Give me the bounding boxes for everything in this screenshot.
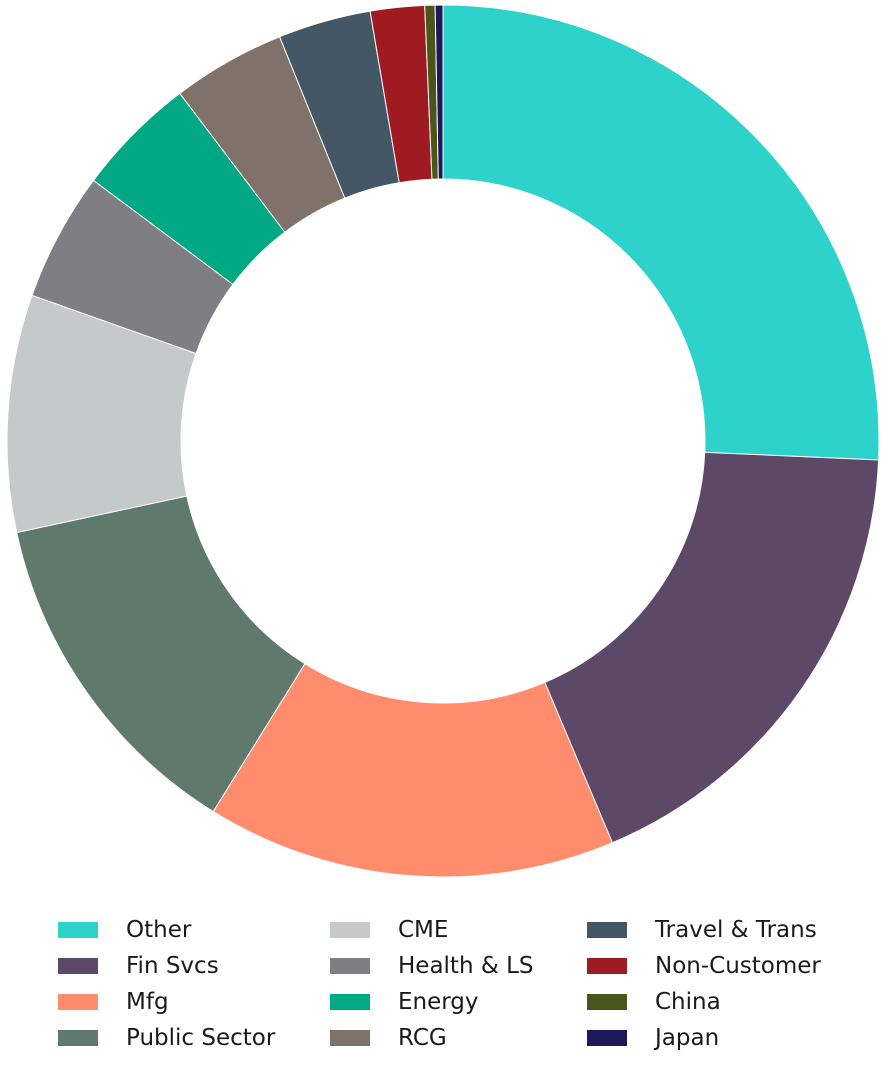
legend-item-other: Other <box>58 912 330 948</box>
legend-swatch <box>330 1030 370 1046</box>
legend-label: Health & LS <box>398 953 534 979</box>
legend-item-japan: Japan <box>587 1020 847 1056</box>
slice-japan <box>434 4 444 180</box>
legend-swatch <box>58 994 98 1010</box>
legend-swatch <box>58 958 98 974</box>
slice-mfg <box>212 662 614 878</box>
legend-label: Non-Customer <box>655 953 821 979</box>
legend-label: China <box>655 989 721 1015</box>
slice-other <box>442 4 880 461</box>
legend-label: Other <box>126 917 192 943</box>
legend-label: Mfg <box>126 989 169 1015</box>
legend-item-china: China <box>587 984 847 1020</box>
legend-item-rcg: RCG <box>330 1020 587 1056</box>
legend-swatch <box>587 1030 627 1046</box>
donut-chart <box>6 4 880 878</box>
legend-swatch <box>330 922 370 938</box>
legend-label: Japan <box>655 1025 720 1051</box>
legend-swatch <box>587 922 627 938</box>
legend-item-energy: Energy <box>330 984 587 1020</box>
legend-swatch <box>58 1030 98 1046</box>
slice-fin-svcs <box>544 451 880 844</box>
slice-public-sector <box>16 495 306 813</box>
legend-label: Public Sector <box>126 1025 276 1051</box>
legend-item-fin-svcs: Fin Svcs <box>58 948 330 984</box>
legend-swatch <box>330 958 370 974</box>
legend-swatch <box>58 922 98 938</box>
legend-item-travel-trans: Travel & Trans <box>587 912 847 948</box>
legend-label: RCG <box>398 1025 447 1051</box>
legend-item-non-customer: Non-Customer <box>587 948 847 984</box>
legend-label: CME <box>398 917 449 943</box>
legend-swatch <box>330 994 370 1010</box>
legend-item-cme: CME <box>330 912 587 948</box>
legend-label: Travel & Trans <box>655 917 817 943</box>
legend-swatch <box>587 994 627 1010</box>
legend-item-mfg: Mfg <box>58 984 330 1020</box>
legend-item-health-ls: Health & LS <box>330 948 587 984</box>
legend-label: Fin Svcs <box>126 953 219 979</box>
legend-label: Energy <box>398 989 479 1015</box>
chart-legend: Other Fin Svcs Mfg Public Sector CME Health &… <box>58 912 847 1056</box>
legend-swatch <box>587 958 627 974</box>
donut-chart-svg <box>6 4 880 878</box>
legend-item-public-sector: Public Sector <box>58 1020 330 1056</box>
